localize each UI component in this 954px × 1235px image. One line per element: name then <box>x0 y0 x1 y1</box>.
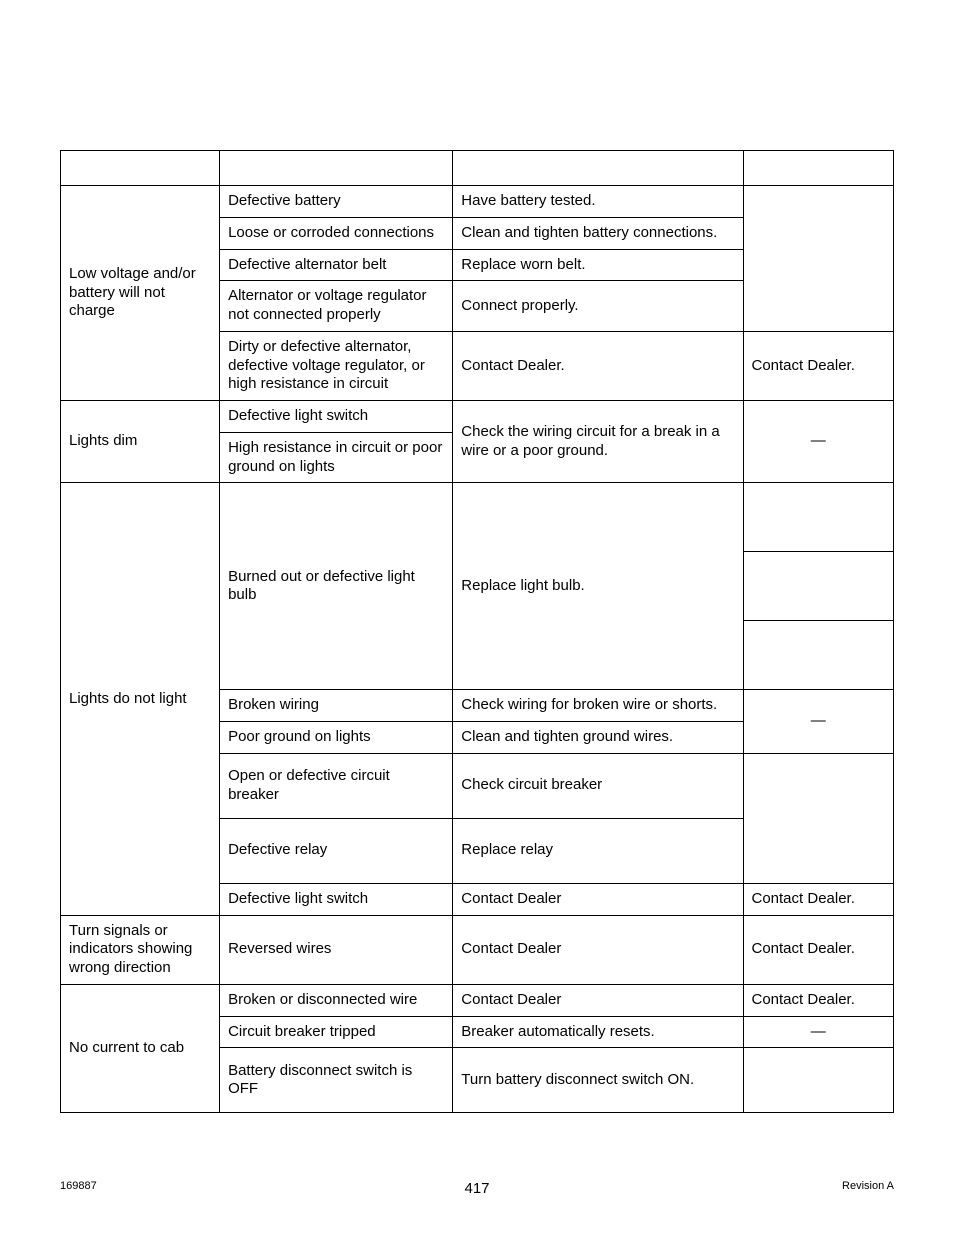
remedy-cell: Contact Dealer <box>453 915 743 984</box>
cause-cell: Defective light switch <box>220 401 453 433</box>
note-cell: Contact Dealer. <box>743 883 894 915</box>
cause-cell: Circuit breaker tripped <box>220 1016 453 1048</box>
table-row: Low voltage and/or battery will not char… <box>61 186 894 218</box>
table-header-row <box>61 151 894 186</box>
cause-cell: Loose or corroded connections <box>220 217 453 249</box>
cause-cell: Defective alternator belt <box>220 249 453 281</box>
symptom-cell: Turn signals or indicators showing wrong… <box>61 915 220 984</box>
note-cell: Contact Dealer. <box>743 331 894 400</box>
note-cell <box>743 483 894 552</box>
note-cell: Contact Dealer. <box>743 984 894 1016</box>
cause-cell: Battery disconnect switch is OFF <box>220 1048 453 1113</box>
symptom-cell: Lights dim <box>61 401 220 483</box>
symptom-cell: Lights do not light <box>61 483 220 915</box>
remedy-cell: Connect properly. <box>453 281 743 332</box>
table-row: Lights do not light Burned out or defect… <box>61 483 894 552</box>
note-cell: — <box>743 401 894 483</box>
remedy-cell: Have battery tested. <box>453 186 743 218</box>
header-cell <box>743 151 894 186</box>
cause-cell: Defective light switch <box>220 883 453 915</box>
remedy-cell: Breaker automatically resets. <box>453 1016 743 1048</box>
remedy-cell: Contact Dealer. <box>453 331 743 400</box>
cause-cell: Dirty or defective alternator, defective… <box>220 331 453 400</box>
cause-cell: Alternator or voltage regulator not conn… <box>220 281 453 332</box>
table-row: Lights dim Defective light switch Check … <box>61 401 894 433</box>
remedy-cell: Check circuit breaker <box>453 753 743 818</box>
cause-cell: Defective relay <box>220 818 453 883</box>
note-cell <box>743 1048 894 1113</box>
table-row: Turn signals or indicators showing wrong… <box>61 915 894 984</box>
note-cell <box>743 186 894 332</box>
cause-cell: Defective battery <box>220 186 453 218</box>
header-cell <box>61 151 220 186</box>
remedy-cell: Clean and tighten battery connections. <box>453 217 743 249</box>
table-row: No current to cab Broken or disconnected… <box>61 984 894 1016</box>
note-cell: — <box>743 690 894 754</box>
symptom-cell: Low voltage and/or battery will not char… <box>61 186 220 401</box>
remedy-cell: Clean and tighten ground wires. <box>453 722 743 754</box>
remedy-cell: Replace worn belt. <box>453 249 743 281</box>
header-cell <box>453 151 743 186</box>
footer-revision: Revision A <box>842 1180 894 1192</box>
header-cell <box>220 151 453 186</box>
remedy-cell: Contact Dealer <box>453 984 743 1016</box>
remedy-cell: Check wiring for broken wire or shorts. <box>453 690 743 722</box>
note-cell <box>743 621 894 690</box>
remedy-cell: Replace light bulb. <box>453 483 743 690</box>
note-cell: — <box>743 1016 894 1048</box>
note-cell <box>743 552 894 621</box>
cause-cell: Open or defective circuit breaker <box>220 753 453 818</box>
remedy-cell: Contact Dealer <box>453 883 743 915</box>
cause-cell: Broken or disconnected wire <box>220 984 453 1016</box>
cause-cell: Broken wiring <box>220 690 453 722</box>
note-cell <box>743 753 894 883</box>
cause-cell: High resistance in circuit or poor groun… <box>220 432 453 483</box>
remedy-cell: Check the wiring circuit for a break in … <box>453 401 743 483</box>
note-cell: Contact Dealer. <box>743 915 894 984</box>
troubleshooting-table: Low voltage and/or battery will not char… <box>60 150 894 1113</box>
page: Low voltage and/or battery will not char… <box>0 0 954 1235</box>
cause-cell: Poor ground on lights <box>220 722 453 754</box>
cause-cell: Reversed wires <box>220 915 453 984</box>
remedy-cell: Replace relay <box>453 818 743 883</box>
footer-page-number: 417 <box>0 1180 954 1197</box>
remedy-cell: Turn battery disconnect switch ON. <box>453 1048 743 1113</box>
cause-cell: Burned out or defective light bulb <box>220 483 453 690</box>
symptom-cell: No current to cab <box>61 984 220 1113</box>
